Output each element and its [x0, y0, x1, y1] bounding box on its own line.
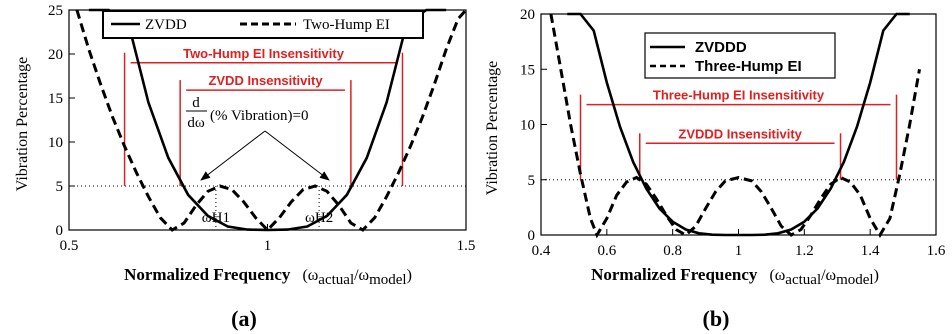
y-tick-label: 20 [48, 47, 63, 63]
x-tick-label: 1.6 [927, 243, 946, 259]
y-ticks-b: 0 5 10 15 20 [520, 7, 547, 244]
y-tick-label: 0 [56, 223, 64, 239]
y-tick-label: 0 [528, 228, 536, 244]
insensitivity-bracket-inner: ZVDD Insensitivity [179, 73, 352, 186]
annotation-numerator: d [192, 95, 200, 111]
annotation-text: (% Vibration)=0 [210, 108, 309, 124]
y-tick-label: 15 [520, 62, 535, 78]
hump-label-h2: ωH2 [305, 210, 333, 226]
derivative-annotation: d dω (% Vibration)=0 [186, 95, 330, 181]
series-two-hump-ei [75, 8, 468, 233]
x-axis-label-b: Normalized Frequency (ωactual/ωmodel) [591, 265, 879, 288]
bracket-label-inner: ZVDD Insensitivity [208, 73, 323, 88]
x-tick-label: 1 [735, 243, 743, 259]
insensitivity-bracket-outer: Three-Hump EI Insensitivity [579, 88, 898, 180]
x-tick-label: 1.2 [795, 243, 814, 259]
x-ticks-a: 0.5 1 1.5 [60, 224, 476, 254]
y-tick-label: 5 [56, 179, 64, 195]
legend-label-zvddd: ZVDDD [695, 39, 747, 56]
legend-a: ZVDD Two-Hump EI [102, 10, 424, 39]
hump-label-h1: ωH1 [202, 210, 230, 226]
series-zvdd [88, 8, 447, 232]
legend-b: ZVDDD Three-Hump EI [644, 32, 836, 79]
y-tick-label: 25 [48, 3, 63, 19]
bracket-label-outer: Three-Hump EI Insensitivity [653, 88, 825, 103]
y-tick-label: 5 [528, 173, 536, 189]
bracket-label-inner: ZVDDD Insensitivity [678, 126, 802, 141]
hump-markers-a: ωH1 ωH2 [202, 186, 333, 230]
chart-a: 0 5 10 15 20 25 0.5 1 1.5 Two-Hump EI Insensiti… [14, 3, 475, 331]
annotation-denominator: dω [187, 115, 205, 131]
chart-b: 0 5 10 15 20 0.4 0.6 0.8 1 1.2 1.4 1.6 Three-Hump … [484, 7, 946, 331]
bracket-label-outer: Two-Hump EI Insensitivity [183, 46, 345, 61]
legend-label-two-hump: Two-Hump EI [303, 17, 390, 33]
y-axis-label-b: Vibration Percentage [484, 61, 501, 196]
legend-label-three-hump: Three-Hump EI [695, 58, 802, 75]
insensitivity-bracket-inner: ZVDDD Insensitivity [639, 126, 842, 180]
curves-a [75, 8, 468, 233]
y-ticks-a: 0 5 10 15 20 25 [48, 3, 75, 239]
insensitivity-bracket-outer: Two-Hump EI Insensitivity [123, 46, 404, 186]
brackets-a: Two-Hump EI Insensitivity ZVDD Insensitiv… [123, 46, 404, 186]
y-tick-label: 15 [48, 91, 63, 107]
panel-label-a: (a) [231, 306, 257, 331]
brackets-b: Three-Hump EI Insensitivity ZVDDD Insensi… [579, 88, 898, 180]
x-axis-label-a: Normalized Frequency (ωactual/ωmodel) [124, 265, 412, 288]
panel-label-b: (b) [703, 306, 730, 331]
x-tick-label: 0.4 [532, 243, 551, 259]
y-tick-label: 20 [520, 7, 535, 23]
x-tick-label: 1.5 [457, 238, 476, 254]
x-tick-label: 1.4 [861, 243, 880, 259]
series-zvddd [567, 12, 910, 237]
curves-b [549, 12, 921, 239]
x-tick-label: 1 [264, 238, 272, 254]
x-tick-label: 0.5 [60, 238, 79, 254]
x-tick-label: 0.8 [663, 243, 682, 259]
x-tick-label: 0.6 [597, 243, 616, 259]
y-tick-label: 10 [520, 118, 535, 134]
y-axis-label-a: Vibration Percentage [14, 57, 31, 192]
legend-label-zvdd: ZVDD [145, 17, 187, 33]
x-ticks-b: 0.4 0.6 0.8 1 1.2 1.4 1.6 [532, 229, 946, 259]
y-tick-label: 10 [48, 135, 63, 151]
series-three-hump-ei [549, 13, 921, 239]
